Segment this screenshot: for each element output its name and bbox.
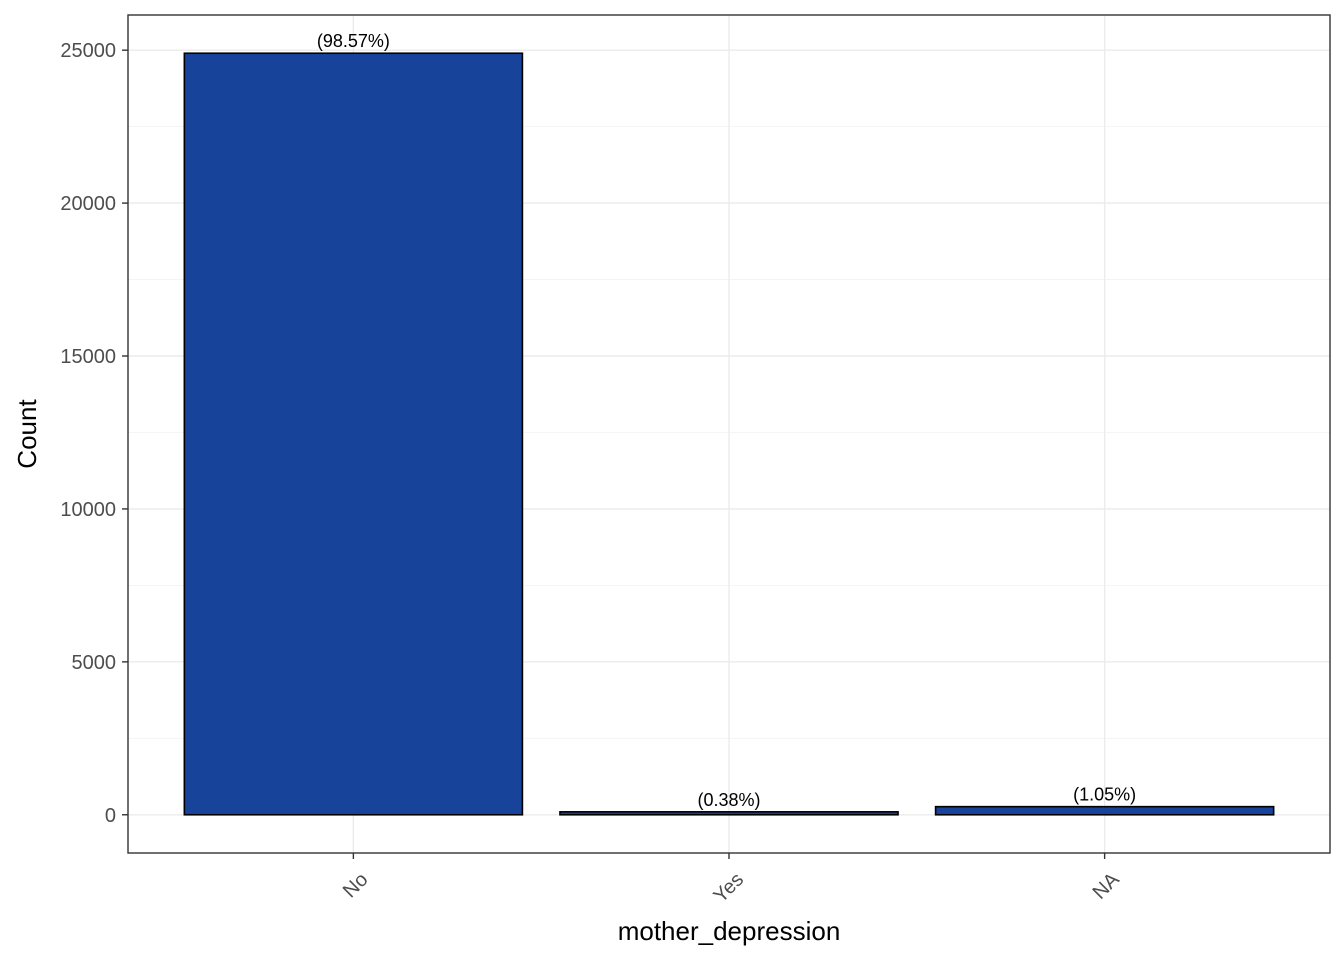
y-axis-title: Count bbox=[12, 399, 42, 469]
y-tick-label: 10000 bbox=[60, 499, 116, 521]
y-tick-label: 25000 bbox=[60, 40, 116, 62]
bar-yes bbox=[559, 811, 899, 816]
bar-label-yes: (0.38%) bbox=[697, 790, 760, 810]
x-axis-ticks: No Yes NA bbox=[339, 853, 1124, 907]
x-tick-label: No bbox=[339, 869, 373, 903]
y-tick-label: 20000 bbox=[60, 193, 116, 215]
bar-no bbox=[183, 52, 524, 816]
bars bbox=[183, 52, 1275, 816]
y-tick-label: 0 bbox=[105, 805, 116, 827]
x-tick-label: NA bbox=[1089, 868, 1125, 904]
x-axis-title: mother_depression bbox=[618, 916, 841, 946]
y-axis-ticks: 0 5000 10000 15000 20000 25000 bbox=[60, 40, 128, 827]
y-tick-label: 15000 bbox=[60, 346, 116, 368]
y-tick-label: 5000 bbox=[72, 652, 117, 674]
bar-label-no: (98.57%) bbox=[317, 31, 390, 51]
bar-na bbox=[934, 805, 1275, 816]
x-tick-label: Yes bbox=[710, 869, 749, 908]
bar-data-labels: (98.57%) (0.38%) (1.05%) bbox=[317, 31, 1136, 810]
bar-label-na: (1.05%) bbox=[1073, 785, 1136, 805]
